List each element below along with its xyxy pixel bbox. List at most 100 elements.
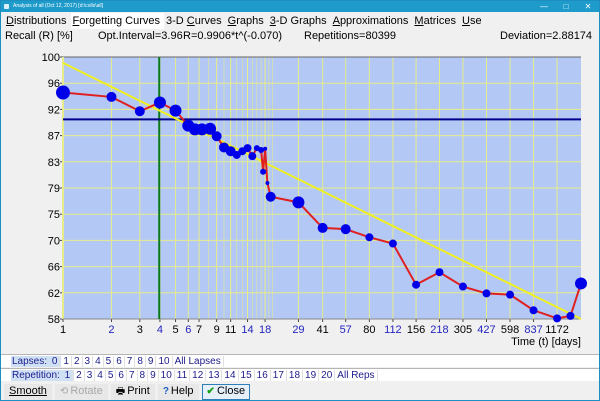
- window-title: Analysis of all (Oct 12, 2017) [d:\colls…: [13, 3, 104, 9]
- repetition-option-13[interactable]: 13: [206, 369, 223, 381]
- deviation-value: Deviation=2.88174: [500, 30, 593, 42]
- repetition-option-4[interactable]: 4: [95, 369, 106, 381]
- repetition-option-3[interactable]: 3: [85, 369, 96, 381]
- close-window-button[interactable]: ✕: [584, 2, 592, 11]
- menu-distributions[interactable]: Distributions: [6, 15, 67, 27]
- menu-3-d-graphs[interactable]: 3-D Graphs: [269, 15, 327, 27]
- rotate-icon: ⟲: [59, 386, 69, 397]
- smooth-button[interactable]: Smooth: [4, 383, 52, 400]
- data-point[interactable]: [482, 289, 491, 298]
- repetition-option-12[interactable]: 12: [190, 369, 207, 381]
- x-tick-label: 9: [214, 324, 220, 336]
- data-point[interactable]: [529, 306, 538, 315]
- repetition-option-6[interactable]: 6: [116, 369, 127, 381]
- data-point[interactable]: [265, 181, 270, 186]
- x-tick-label: 29: [292, 324, 304, 336]
- data-point[interactable]: [317, 222, 328, 233]
- data-point[interactable]: [388, 239, 397, 248]
- data-point[interactable]: [260, 168, 267, 175]
- data-point[interactable]: [243, 144, 252, 153]
- lapses-option-6[interactable]: 6: [114, 355, 125, 367]
- repetition-option-16[interactable]: 16: [255, 369, 271, 381]
- menu-forgetting-curves[interactable]: Forgetting Curves: [70, 13, 164, 29]
- x-tick-label: 156: [407, 324, 425, 336]
- repetition-option-15[interactable]: 15: [239, 369, 255, 381]
- data-point[interactable]: [265, 191, 276, 202]
- x-tick-label: 7: [196, 324, 202, 336]
- x-tick-label: 14: [241, 324, 253, 336]
- help-button[interactable]: ? Help: [157, 383, 199, 400]
- data-point[interactable]: [575, 277, 587, 290]
- data-point[interactable]: [169, 104, 182, 117]
- lapses-option-10[interactable]: 10: [156, 355, 173, 367]
- data-point[interactable]: [340, 224, 351, 235]
- minimize-button[interactable]: —: [540, 2, 548, 11]
- data-point[interactable]: [263, 146, 268, 151]
- y-tick-label: 83: [48, 157, 60, 169]
- repetition-option-9[interactable]: 9: [148, 369, 159, 381]
- repetition-option-1[interactable]: 1: [62, 369, 74, 381]
- lapses-option-7[interactable]: 7: [125, 355, 136, 367]
- optimum-interval: Opt.Interval=3.96: [98, 30, 183, 42]
- repetition-option-2[interactable]: 2: [74, 369, 85, 381]
- lapses-option-all-lapses[interactable]: All Lapses: [173, 355, 224, 367]
- x-tick-label: 427: [477, 324, 495, 336]
- repetition-option-7[interactable]: 7: [127, 369, 138, 381]
- x-tick-label: 305: [454, 324, 472, 336]
- close-button[interactable]: ✔ Close: [201, 383, 251, 400]
- data-point[interactable]: [566, 311, 575, 320]
- menu-3-d-curves[interactable]: 3-D Curves: [165, 15, 222, 27]
- data-point[interactable]: [506, 290, 515, 299]
- repetition-option-18[interactable]: 18: [287, 369, 304, 381]
- lapses-option-4[interactable]: 4: [93, 355, 104, 367]
- y-tick-label: 96: [48, 78, 60, 90]
- data-point[interactable]: [248, 152, 257, 161]
- repetition-option-20[interactable]: 20: [319, 369, 336, 381]
- x-tick-label: 837: [524, 324, 542, 336]
- maximize-button[interactable]: □: [563, 2, 569, 11]
- lapses-option-3[interactable]: 3: [83, 355, 94, 367]
- data-point[interactable]: [56, 85, 70, 100]
- lapses-option-9[interactable]: 9: [146, 355, 157, 367]
- data-point[interactable]: [435, 268, 444, 277]
- lapses-option-5[interactable]: 5: [104, 355, 115, 367]
- y-tick-label: 58: [48, 314, 60, 326]
- repetition-option-10[interactable]: 10: [159, 369, 175, 381]
- x-tick-label: 112: [384, 324, 402, 336]
- repetition-option-17[interactable]: 17: [271, 369, 287, 381]
- menu-use[interactable]: Use: [462, 15, 482, 27]
- printer-icon: 🖶: [115, 386, 126, 397]
- repetition-option-8[interactable]: 8: [138, 369, 149, 381]
- repetition-option-5[interactable]: 5: [106, 369, 117, 381]
- x-tick-label: 41: [317, 324, 329, 336]
- repetition-option-11[interactable]: 11: [175, 369, 191, 381]
- data-point[interactable]: [134, 106, 145, 117]
- data-point[interactable]: [204, 122, 217, 135]
- data-point[interactable]: [211, 131, 222, 142]
- menu-graphs[interactable]: Graphs: [227, 15, 264, 27]
- menu-approximations[interactable]: Approximations: [332, 15, 409, 27]
- data-point[interactable]: [106, 91, 117, 102]
- rotate-button[interactable]: ⟲ Rotate: [54, 383, 108, 400]
- data-point[interactable]: [365, 233, 374, 242]
- data-point[interactable]: [458, 282, 467, 291]
- data-point[interactable]: [292, 196, 305, 209]
- lapses-option-0[interactable]: 0: [49, 355, 61, 367]
- data-point[interactable]: [153, 96, 166, 109]
- repetition-option-19[interactable]: 19: [303, 369, 320, 381]
- forgetting-curve-chart: 100 96 92 87 83 79 75 70 66 62 58 1 2 3 4 5 6 7 9 11 14 18 29 4…: [1, 45, 599, 351]
- window-controls: — □ ✕: [533, 1, 599, 12]
- data-point[interactable]: [258, 146, 265, 153]
- menu-matrices[interactable]: Matrices: [414, 15, 456, 27]
- x-tick-label: 57: [340, 324, 352, 336]
- print-button[interactable]: 🖶 Print: [110, 383, 155, 400]
- data-point[interactable]: [412, 280, 421, 289]
- lapses-option-8[interactable]: 8: [135, 355, 146, 367]
- repetition-option-all-reps[interactable]: All Reps: [335, 369, 378, 381]
- y-tick-label: 66: [48, 262, 60, 274]
- lapses-option-1[interactable]: 1: [61, 355, 72, 367]
- repetition-option-14[interactable]: 14: [222, 369, 239, 381]
- data-point[interactable]: [553, 314, 562, 323]
- lapses-option-2[interactable]: 2: [72, 355, 83, 367]
